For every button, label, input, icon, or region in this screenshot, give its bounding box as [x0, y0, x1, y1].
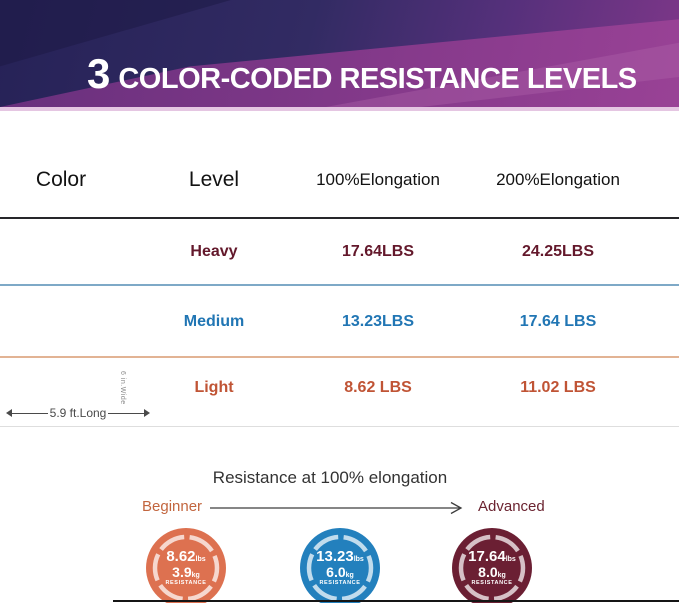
band-length-dimension: 5.9 ft.Long: [6, 406, 150, 420]
skill-scale: Beginner Advanced: [0, 498, 679, 518]
elongation-200-value: 24.25LBS: [521, 242, 595, 260]
arrow-right-icon: [144, 409, 150, 417]
badge-circle-icon: [300, 528, 380, 603]
advanced-label: Advanced: [478, 498, 545, 515]
footer-title: Resistance at 100% elongation: [212, 468, 448, 487]
elongation-200-value: 11.02 LBS: [520, 378, 596, 396]
title-number: 3: [87, 50, 110, 97]
badge-circle-icon: [146, 528, 226, 603]
elongation-200-value: 17.64 LBS: [519, 312, 597, 330]
resistance-badge-heavy: 17.64lbs 8.0kg RESISTANCE: [452, 528, 532, 603]
resistance-badge-light: 8.62lbs 3.9kg RESISTANCE: [146, 528, 226, 603]
bottom-rule: [113, 600, 679, 602]
band-width-label: 6 in.Wide: [119, 371, 126, 405]
elongation-100-value: 17.64LBS: [341, 242, 415, 260]
divider: [0, 217, 679, 219]
column-header-level: Level: [188, 168, 240, 191]
page-title: 3 COLOR-CODED RESISTANCE LEVELS: [87, 50, 637, 98]
level-label: Medium: [183, 312, 245, 330]
divider: [0, 284, 679, 286]
level-label: Heavy: [190, 242, 238, 260]
title-text: COLOR-CODED RESISTANCE LEVELS: [118, 63, 637, 95]
badge-circle-icon: [452, 528, 532, 603]
beginner-to-advanced-arrow-icon: [210, 501, 463, 515]
column-header-color: Color: [35, 168, 87, 191]
column-header-200-elongation: 200%Elongation: [496, 170, 620, 189]
table-row-heavy: Heavy 17.64LBS 24.25LBS: [0, 237, 679, 266]
table-row-light: Light 8.62 LBS 11.02 LBS: [0, 371, 679, 404]
column-header-100-elongation: 100%Elongation: [316, 170, 440, 189]
divider: [0, 356, 679, 358]
resistance-badge-medium: 13.23lbs 6.0kg RESISTANCE: [300, 528, 380, 603]
table-header-row: Color Level 100%Elongation 200%Elongatio…: [0, 158, 679, 202]
elongation-100-value: 8.62 LBS: [344, 378, 412, 396]
level-label: Light: [194, 378, 234, 396]
header-banner: 3 COLOR-CODED RESISTANCE LEVELS: [0, 0, 679, 111]
beginner-label: Beginner: [142, 498, 203, 515]
elongation-100-value: 13.23LBS: [341, 312, 415, 330]
divider: [0, 426, 679, 427]
band-length-label: 5.9 ft.Long: [49, 406, 107, 420]
table-row-medium: Medium 13.23LBS 17.64 LBS: [0, 307, 679, 336]
arrow-left-icon: [6, 409, 12, 417]
